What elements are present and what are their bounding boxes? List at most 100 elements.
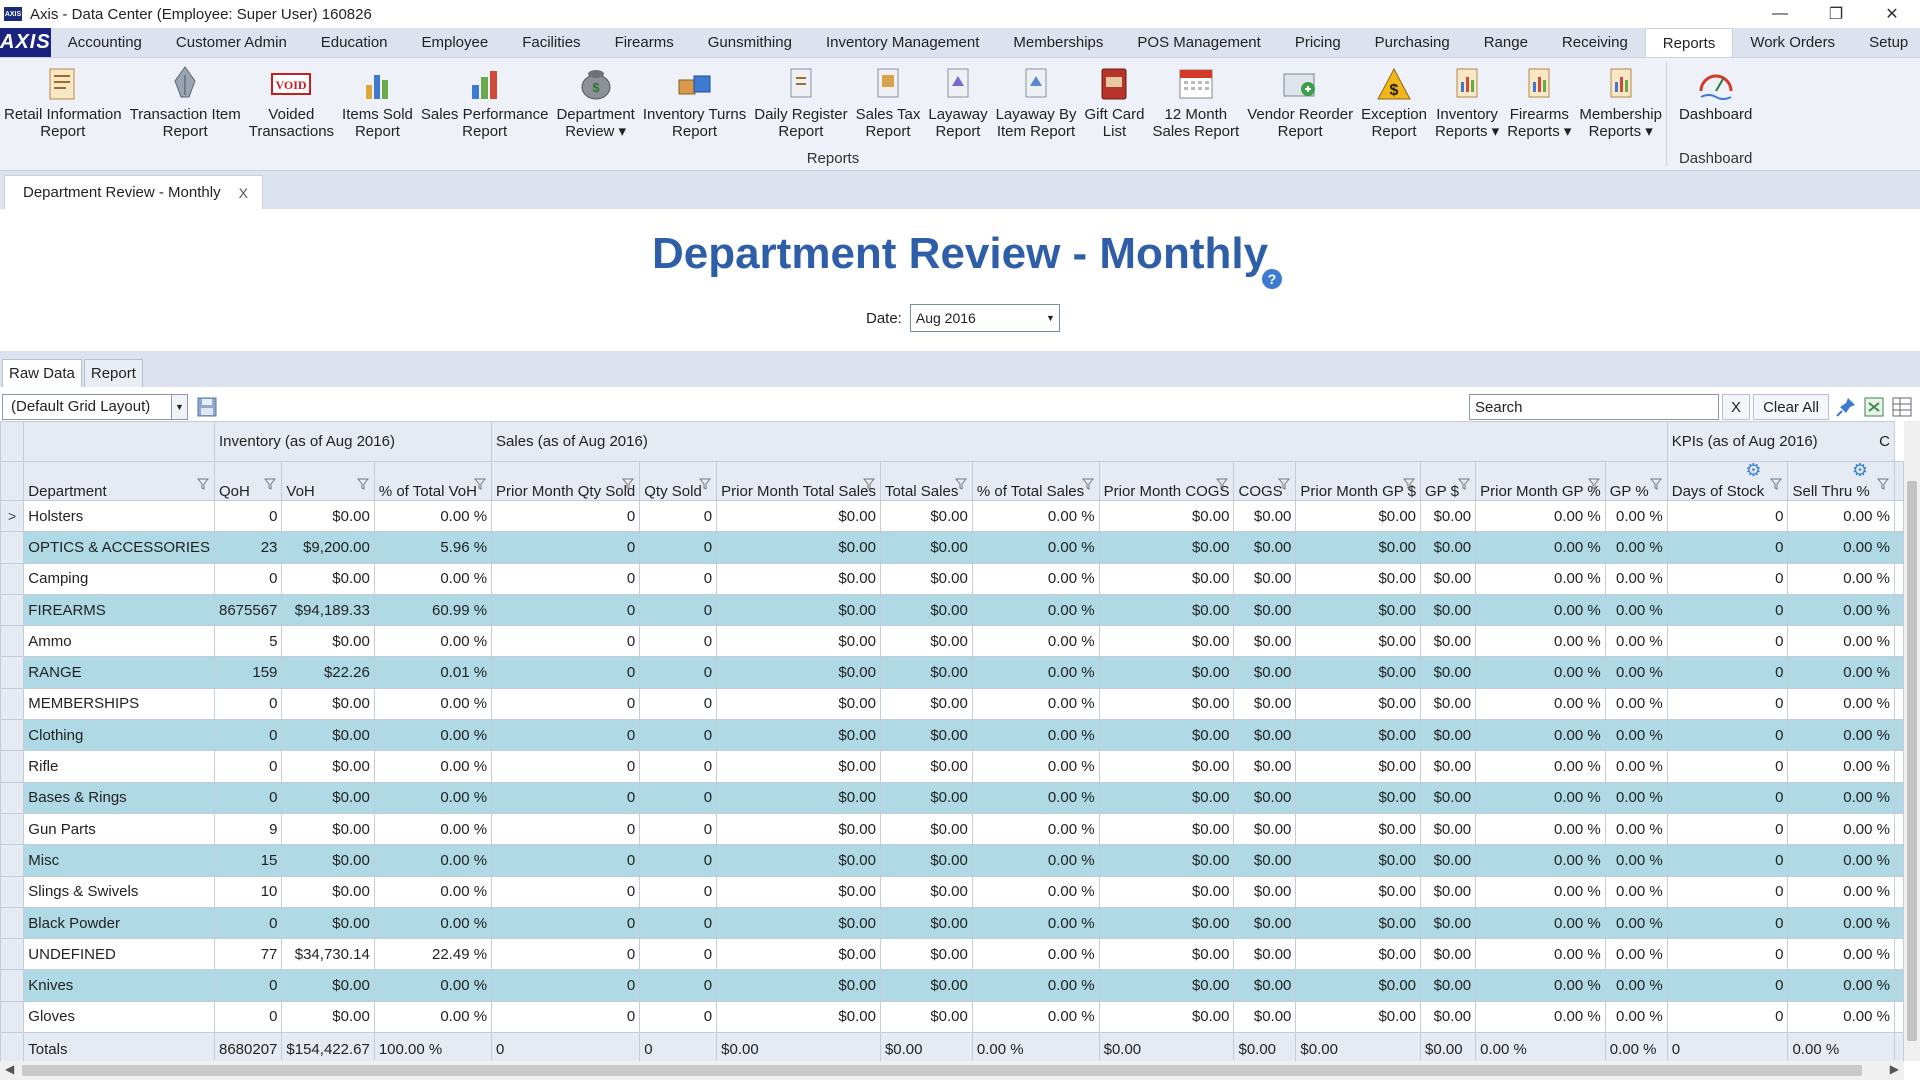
table-cell[interactable]: 0.00 %	[1787, 938, 1895, 971]
column-header--of-total-sales[interactable]: % of Total Sales	[971, 461, 1100, 501]
table-cell[interactable]: 159	[213, 656, 283, 689]
table-cell[interactable]: $34,730.14	[281, 938, 375, 971]
table-cell[interactable]: $0.00	[1295, 687, 1422, 721]
table-cell[interactable]: 0	[639, 687, 718, 721]
table-cell[interactable]: $0.00	[879, 1000, 973, 1034]
menu-facilities[interactable]: Facilities	[522, 34, 581, 51]
table-cell[interactable]: 0.00 %	[971, 844, 1100, 877]
table-cell[interactable]: $0.00	[1233, 875, 1297, 908]
table-row[interactable]: Rifle 0 $0.00 0.00 % 0 0 $0.00 $0.00 0.00 % $0.00…	[0, 750, 1904, 783]
membership-reports-button[interactable]: Membership Reports ▾	[1575, 58, 1666, 140]
table-cell[interactable]: $0.00	[1233, 969, 1297, 1002]
table-row[interactable]: Camping 0 $0.00 0.00 % 0 0 $0.00 $0.00 0.00 % $0.…	[0, 562, 1904, 595]
vertical-scrollbar[interactable]	[1904, 421, 1920, 1061]
filter-icon[interactable]	[1403, 478, 1416, 490]
table-cell[interactable]: 0.00 %	[1787, 844, 1895, 877]
table-cell[interactable]: 0.00 %	[971, 969, 1100, 1002]
table-cell[interactable]: 0.00 %	[1604, 906, 1668, 940]
filter-icon[interactable]	[954, 478, 967, 490]
table-cell[interactable]: $0.00	[1098, 781, 1235, 814]
firearms-reports-button[interactable]: Firearms Reports ▾	[1503, 58, 1575, 140]
table-cell[interactable]: $0.00	[281, 781, 375, 814]
table-row[interactable]: Clothing 0 $0.00 0.00 % 0 0 $0.00 $0.00 0.00 % $0…	[0, 719, 1904, 752]
table-cell[interactable]: $0.00	[716, 687, 881, 721]
table-cell[interactable]: 0.00 %	[1787, 906, 1895, 940]
table-cell[interactable]: 0	[1666, 562, 1789, 595]
table-row[interactable]: Knives 0 $0.00 0.00 % 0 0 $0.00 $0.00 0.00 % $0.0…	[0, 969, 1904, 1002]
restore-button[interactable]: ❐	[1828, 6, 1844, 23]
table-cell[interactable]: 0.00 %	[373, 906, 493, 940]
table-cell[interactable]: $0.00	[716, 593, 881, 627]
table-cell[interactable]: 0.00 %	[1475, 812, 1606, 846]
row-selector[interactable]	[0, 969, 25, 1002]
column-header-total-sales[interactable]: Total Sales	[879, 461, 973, 501]
items-sold-report-button[interactable]: Items Sold Report	[338, 58, 417, 140]
table-cell[interactable]: $0.00	[716, 969, 881, 1002]
department-cell[interactable]: Holsters	[23, 499, 215, 533]
daily-register-report-button[interactable]: Daily Register Report	[750, 58, 851, 140]
table-cell[interactable]: $0.00	[1295, 969, 1422, 1002]
table-cell[interactable]: 0	[1666, 531, 1789, 564]
table-cell[interactable]: 0.00 %	[1787, 812, 1895, 846]
department-cell[interactable]: OPTICS & ACCESSORIES	[23, 531, 215, 564]
table-cell[interactable]: 0.00 %	[971, 593, 1100, 627]
table-cell[interactable]: $0.00	[1098, 1000, 1235, 1034]
table-cell[interactable]: $0.00	[879, 875, 973, 908]
table-cell[interactable]: $0.00	[1420, 1000, 1477, 1034]
layaway-report-button[interactable]: Layaway Report	[924, 58, 991, 140]
exception-report-button[interactable]: $ Exception Report	[1357, 58, 1431, 140]
column-header-qoh[interactable]: QoH	[213, 461, 283, 501]
table-row[interactable]: RANGE 159 $22.26 0.01 % 0 0 $0.00 $0.00 0.00 % $0…	[0, 656, 1904, 689]
row-selector[interactable]	[0, 625, 25, 658]
table-cell[interactable]: 0	[491, 906, 641, 940]
filter-icon[interactable]	[474, 478, 487, 490]
sales-performance-report-button[interactable]: Sales Performance Report	[417, 58, 553, 140]
table-cell[interactable]: $0.00	[1233, 906, 1297, 940]
table-cell[interactable]: 0	[639, 656, 718, 689]
table-cell[interactable]: 0	[491, 875, 641, 908]
menu-purchasing[interactable]: Purchasing	[1374, 34, 1450, 51]
table-cell[interactable]: 0	[491, 499, 641, 533]
vertical-scroll-thumb[interactable]	[1907, 481, 1917, 1041]
column-header-prior-month-gp-[interactable]: Prior Month GP $	[1295, 461, 1422, 501]
table-cell[interactable]: $0.00	[1233, 719, 1297, 752]
table-cell[interactable]: 0.00 %	[1475, 593, 1606, 627]
table-cell[interactable]: $0.00	[1233, 499, 1297, 533]
table-cell[interactable]: 0.00 %	[1475, 1000, 1606, 1034]
table-cell[interactable]: $0.00	[716, 750, 881, 783]
scroll-right-arrow-icon[interactable]: ▶	[1889, 1062, 1899, 1076]
table-cell[interactable]: 0.00 %	[1475, 750, 1606, 783]
scroll-left-arrow-icon[interactable]: ◀	[5, 1062, 15, 1076]
table-cell[interactable]: 0.00 %	[1604, 625, 1668, 658]
table-cell[interactable]: 0.00 %	[1604, 593, 1668, 627]
table-cell[interactable]: 0.00 %	[971, 687, 1100, 721]
table-cell[interactable]: $0.00	[1233, 844, 1297, 877]
department-cell[interactable]: Gloves	[23, 1000, 215, 1034]
table-cell[interactable]: $0.00	[879, 781, 973, 814]
table-cell[interactable]: $0.00	[1420, 906, 1477, 940]
table-cell[interactable]: 0.00 %	[373, 750, 493, 783]
column-header-prior-month-total-sales[interactable]: Prior Month Total Sales	[716, 461, 881, 501]
filter-icon[interactable]	[356, 478, 369, 490]
table-cell[interactable]: $0.00	[1233, 938, 1297, 971]
table-cell[interactable]: $0.00	[1420, 750, 1477, 783]
table-cell[interactable]: $0.00	[1233, 625, 1297, 658]
table-cell[interactable]: 0.00 %	[373, 844, 493, 877]
table-cell[interactable]: 0.00 %	[373, 687, 493, 721]
inventory-turns-report-button[interactable]: Inventory Turns Report	[639, 58, 750, 140]
table-row[interactable]: Misc 15 $0.00 0.00 % 0 0 $0.00 $0.00 0.00 % $0.00…	[0, 844, 1904, 877]
horizontal-scrollbar[interactable]: ◀ ▶	[0, 1061, 1904, 1080]
table-cell[interactable]: 0	[491, 656, 641, 689]
table-cell[interactable]: 0.00 %	[971, 1000, 1100, 1034]
table-cell[interactable]: 0.00 %	[1604, 969, 1668, 1002]
table-cell[interactable]: $0.00	[879, 531, 973, 564]
table-cell[interactable]: 0.00 %	[971, 750, 1100, 783]
row-selector[interactable]	[0, 656, 25, 689]
table-cell[interactable]: $0.00	[716, 656, 881, 689]
table-cell[interactable]: $0.00	[1420, 875, 1477, 908]
pin-icon[interactable]	[1834, 395, 1858, 419]
table-cell[interactable]: 0	[1666, 969, 1789, 1002]
table-cell[interactable]: $0.00	[1420, 719, 1477, 752]
table-cell[interactable]: $0.00	[1233, 687, 1297, 721]
department-cell[interactable]: Gun Parts	[23, 812, 215, 846]
